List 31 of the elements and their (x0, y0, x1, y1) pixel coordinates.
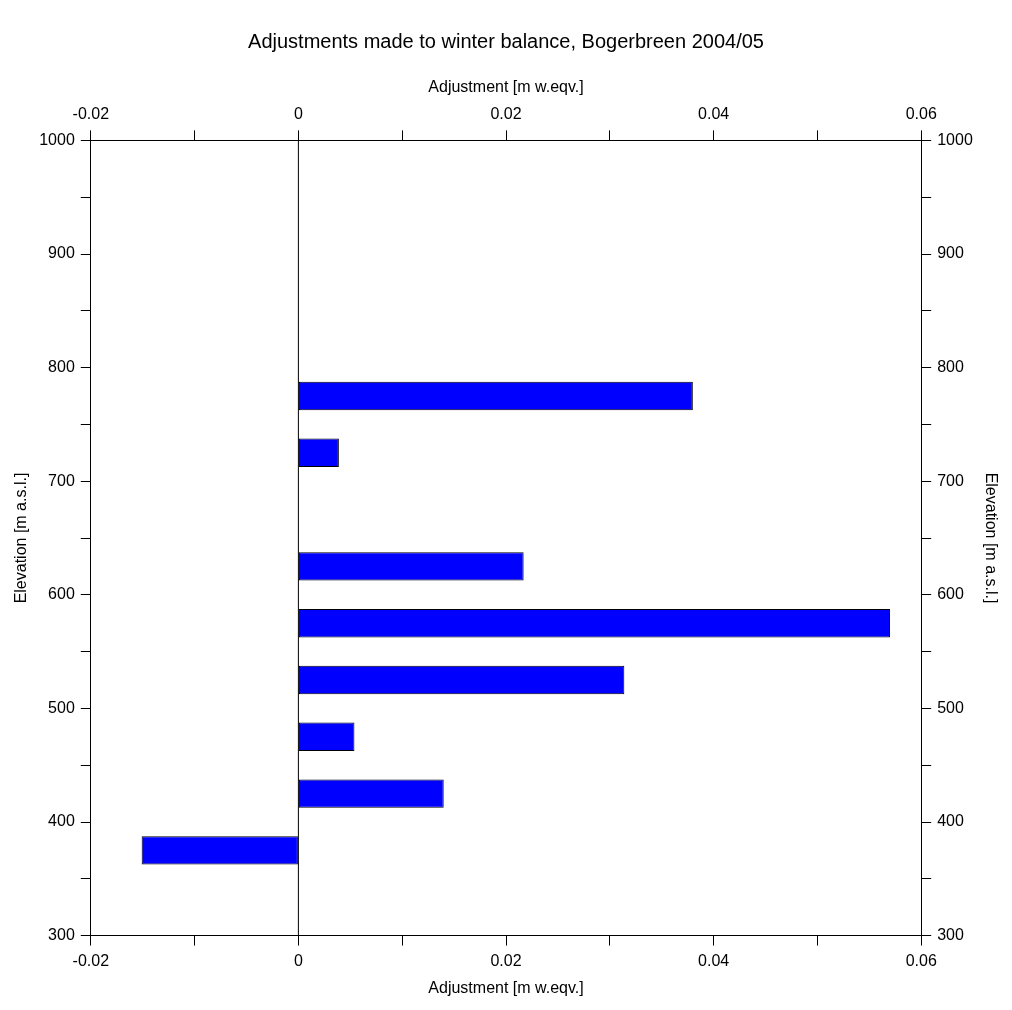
y-tick-label: 300 (48, 926, 75, 944)
y-axis-title: Elevation [m a.s.l.] (12, 472, 30, 604)
x2-tick-label: 0 (293, 105, 303, 123)
x2-axis-title: Adjustment [m w.eqv.] (428, 78, 584, 96)
x-tick-label: 0.06 (905, 951, 937, 969)
y-tick-label: 1000 (39, 130, 75, 148)
chart-title: Adjustments made to winter balance, Bogerbreen 2004/05 (248, 29, 764, 52)
y2-tick-label: 300 (937, 926, 964, 944)
x2-tick-label: 0.02 (490, 105, 522, 123)
x-tick-label: 0 (293, 951, 303, 969)
y2-tick-label: 700 (937, 471, 964, 489)
x-tick-label: 0.04 (698, 951, 730, 969)
x-tick-label: 0.02 (490, 951, 522, 969)
y2-tick-label: 400 (937, 812, 964, 830)
x2-tick-label: 0.06 (905, 105, 937, 123)
y2-tick-label: 900 (937, 244, 964, 262)
x2-tick-label: -0.02 (72, 105, 110, 123)
y-tick-label: 700 (48, 471, 75, 489)
y-tick-label: 800 (48, 358, 75, 376)
y2-tick-label: 600 (937, 585, 964, 603)
y2-tick-label: 500 (937, 698, 964, 716)
x2-tick-label: 0.04 (698, 105, 730, 123)
y2-tick-label: 800 (937, 358, 964, 376)
x-axis-title: Adjustment [m w.eqv.] (428, 978, 584, 996)
y-tick-label: 400 (48, 812, 75, 830)
y2-tick-label: 1000 (937, 130, 973, 148)
y-tick-label: 600 (48, 585, 75, 603)
y-tick-label: 500 (48, 698, 75, 716)
y2-axis-title: Elevation [m a.s.l.] (982, 472, 1000, 604)
y-tick-label: 900 (48, 244, 75, 262)
x-tick-label: -0.02 (72, 951, 110, 969)
